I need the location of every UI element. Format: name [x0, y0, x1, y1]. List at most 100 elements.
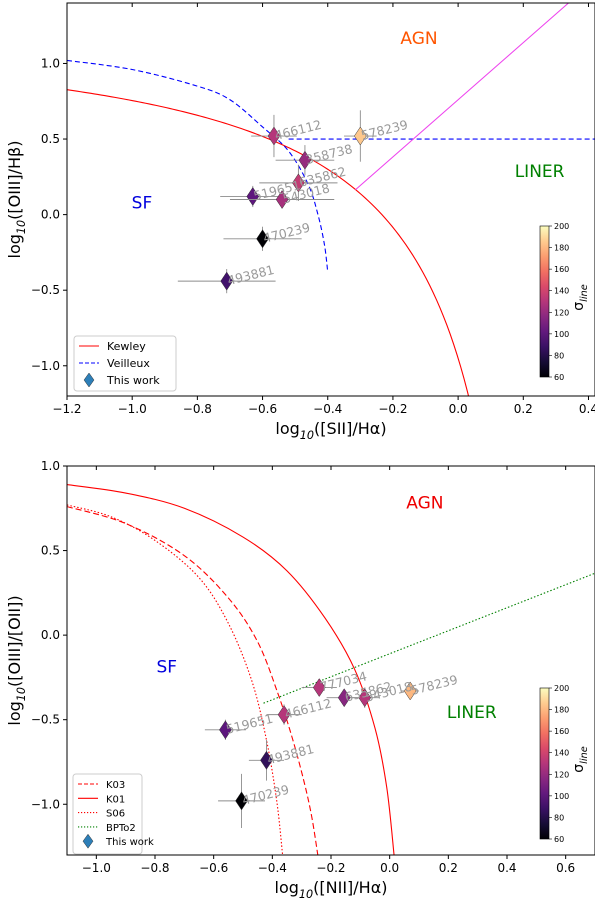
region-label-sf: SF	[156, 657, 177, 677]
y-axis-label: log10​([OIII]/[OII])	[5, 595, 28, 725]
colorbar-tick-label: 60	[554, 835, 564, 844]
legend-label: This work	[105, 837, 154, 848]
point-635862	[292, 173, 305, 193]
legend-label: S06	[106, 809, 125, 820]
x-tick-label: 0.0	[380, 861, 399, 875]
y-tick-label: 0.0	[41, 628, 60, 642]
point-543018	[358, 688, 372, 708]
line-s06	[67, 504, 284, 855]
x-tick-label: 0.4	[497, 861, 516, 875]
legend-marker	[82, 833, 94, 849]
colorbar-tick-label: 160	[554, 727, 569, 736]
line-veilleux	[67, 59, 329, 273]
data-points: 7770346358625430185782394661125196514938…	[204, 668, 459, 828]
point-label: 519651	[224, 711, 274, 737]
x-tick-label: −0.4	[313, 402, 342, 416]
point-label: 578239	[409, 672, 459, 698]
point-466112	[277, 705, 291, 725]
colorbar-tick-label: 180	[554, 244, 569, 253]
region-label-sf: SF	[132, 194, 153, 214]
colorbar-tick-label: 160	[554, 265, 569, 274]
x-tick-label: −0.6	[248, 402, 277, 416]
colorbar-label: σline​	[571, 746, 590, 773]
colorbar-tick-label: 200	[554, 684, 569, 693]
x-axis-label: log10​([NII]/Hα)	[275, 878, 388, 901]
colorbar-gradient	[539, 687, 550, 840]
y-tick-label: 1.0	[41, 56, 60, 70]
x-tick-label: −1.0	[118, 402, 147, 416]
colorbar-tick-label: 80	[554, 813, 564, 822]
legend-marker	[83, 372, 95, 388]
legend-box	[73, 335, 177, 392]
y-tick-label: −1.0	[31, 359, 60, 373]
point-543018	[275, 190, 289, 209]
y-tick-label: 0.0	[41, 208, 60, 222]
x-tick-label: −0.2	[316, 861, 345, 875]
point-358738	[298, 150, 312, 170]
panel-1: 466112 5782393587386358625196515430184702…	[5, 2, 595, 442]
x-tick-label: −1.2	[52, 402, 81, 416]
point-493881	[220, 271, 234, 291]
colorbar-gradient	[539, 225, 550, 378]
x-tick-label: −0.8	[183, 402, 212, 416]
x-tick-label: 0.2	[514, 402, 533, 416]
legend-box	[72, 773, 143, 855]
line-k03	[67, 506, 319, 855]
region-label-liner: LINER	[515, 162, 565, 182]
colorbar-tick-label: 180	[554, 706, 569, 715]
legend-label: This work	[106, 374, 160, 387]
legend-label: K01	[106, 794, 125, 805]
colorbar: 60 80 100 120 140 160 180 200 σline​	[539, 222, 590, 382]
point-519651	[246, 187, 260, 206]
point-470239	[235, 791, 248, 811]
x-tick-label: −0.2	[378, 402, 407, 416]
legend-label: K03	[106, 780, 125, 791]
boundary-lines	[67, 484, 595, 855]
x-tick-label: −0.4	[258, 861, 287, 875]
point-493881	[260, 750, 273, 770]
legend-label: Kewley	[107, 340, 146, 353]
x-tick-label: 0.4	[579, 402, 595, 416]
x-tick-label: 0.6	[556, 861, 575, 875]
data-points: 466112 5782393587386358625196515430184702…	[177, 110, 409, 294]
x-tick-label: −1.0	[82, 861, 111, 875]
legend-label: BPTo2	[106, 823, 136, 834]
colorbar-tick-label: 200	[554, 222, 569, 231]
y-tick-label: −1.0	[31, 797, 60, 811]
colorbar-tick-label: 100	[554, 330, 569, 339]
point-578239	[354, 126, 367, 146]
point-label: 493881	[266, 741, 316, 767]
y-tick-label: 0.5	[41, 132, 60, 146]
colorbar: 60 80 100 120 140 160 180 200 σline​	[539, 684, 590, 844]
y-tick-label: −0.5	[31, 713, 60, 727]
region-label-agn: AGN	[406, 493, 443, 513]
point-519651	[219, 720, 232, 740]
colorbar-label: σline​	[571, 284, 590, 311]
point-635862	[337, 688, 351, 708]
point-470239	[256, 229, 269, 249]
point-label: 358738	[304, 141, 354, 167]
point-label: 470239	[262, 220, 312, 246]
colorbar-tick-label: 120	[554, 308, 569, 317]
y-tick-label: 0.5	[41, 544, 60, 558]
panel-2: 7770346358625430185782394661125196514938…	[5, 459, 595, 901]
axes-frame	[66, 2, 595, 397]
colorbar-tick-label: 140	[554, 287, 569, 296]
x-tick-label: 0.2	[439, 861, 458, 875]
point-466112	[267, 126, 281, 146]
legend: Kewley Veilleux This work	[73, 335, 177, 392]
point-777034	[312, 678, 326, 698]
y-axis-label: log10​([OIII]/Hβ)	[5, 140, 28, 258]
line-k01	[67, 484, 395, 855]
region-label-agn: AGN	[400, 29, 437, 49]
colorbar-tick-label: 60	[554, 373, 564, 382]
point-label: 493881	[226, 262, 276, 288]
x-axis-label: log10​([SII]/Hα)	[275, 419, 386, 442]
axes-frame	[66, 465, 595, 856]
y-tick-label: −0.5	[31, 283, 60, 297]
point-578239	[403, 681, 417, 701]
y-tick-label: 1.0	[41, 459, 60, 473]
x-tick-label: 0.0	[449, 402, 468, 416]
colorbar-tick-label: 140	[554, 749, 569, 758]
